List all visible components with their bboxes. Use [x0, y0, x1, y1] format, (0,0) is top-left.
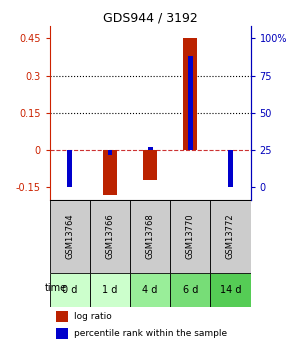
FancyBboxPatch shape — [50, 200, 90, 273]
Bar — [56, 310, 68, 322]
Text: time: time — [45, 283, 67, 293]
Bar — [188, 56, 193, 150]
Bar — [148, 147, 153, 150]
Bar — [56, 328, 68, 339]
FancyBboxPatch shape — [50, 273, 90, 307]
Text: GSM13770: GSM13770 — [186, 214, 195, 259]
Text: 14 d: 14 d — [220, 285, 241, 295]
Bar — [228, 150, 233, 187]
Text: log ratio: log ratio — [74, 312, 112, 321]
Text: GSM13764: GSM13764 — [65, 214, 74, 259]
FancyBboxPatch shape — [90, 273, 130, 307]
Title: GDS944 / 3192: GDS944 / 3192 — [103, 12, 197, 25]
Text: 6 d: 6 d — [183, 285, 198, 295]
FancyBboxPatch shape — [90, 200, 130, 273]
Bar — [103, 150, 117, 195]
Text: GSM13766: GSM13766 — [105, 214, 115, 259]
Text: 0 d: 0 d — [62, 285, 78, 295]
Text: 1 d: 1 d — [102, 285, 118, 295]
Bar — [183, 38, 197, 150]
FancyBboxPatch shape — [210, 273, 251, 307]
Bar — [108, 150, 113, 155]
Text: GSM13768: GSM13768 — [146, 214, 155, 259]
FancyBboxPatch shape — [170, 273, 210, 307]
Text: GSM13772: GSM13772 — [226, 214, 235, 259]
FancyBboxPatch shape — [130, 200, 170, 273]
Bar — [67, 150, 72, 187]
Bar — [143, 150, 157, 180]
Text: 4 d: 4 d — [142, 285, 158, 295]
FancyBboxPatch shape — [210, 200, 251, 273]
FancyBboxPatch shape — [130, 273, 170, 307]
FancyBboxPatch shape — [170, 200, 210, 273]
Text: percentile rank within the sample: percentile rank within the sample — [74, 329, 227, 338]
